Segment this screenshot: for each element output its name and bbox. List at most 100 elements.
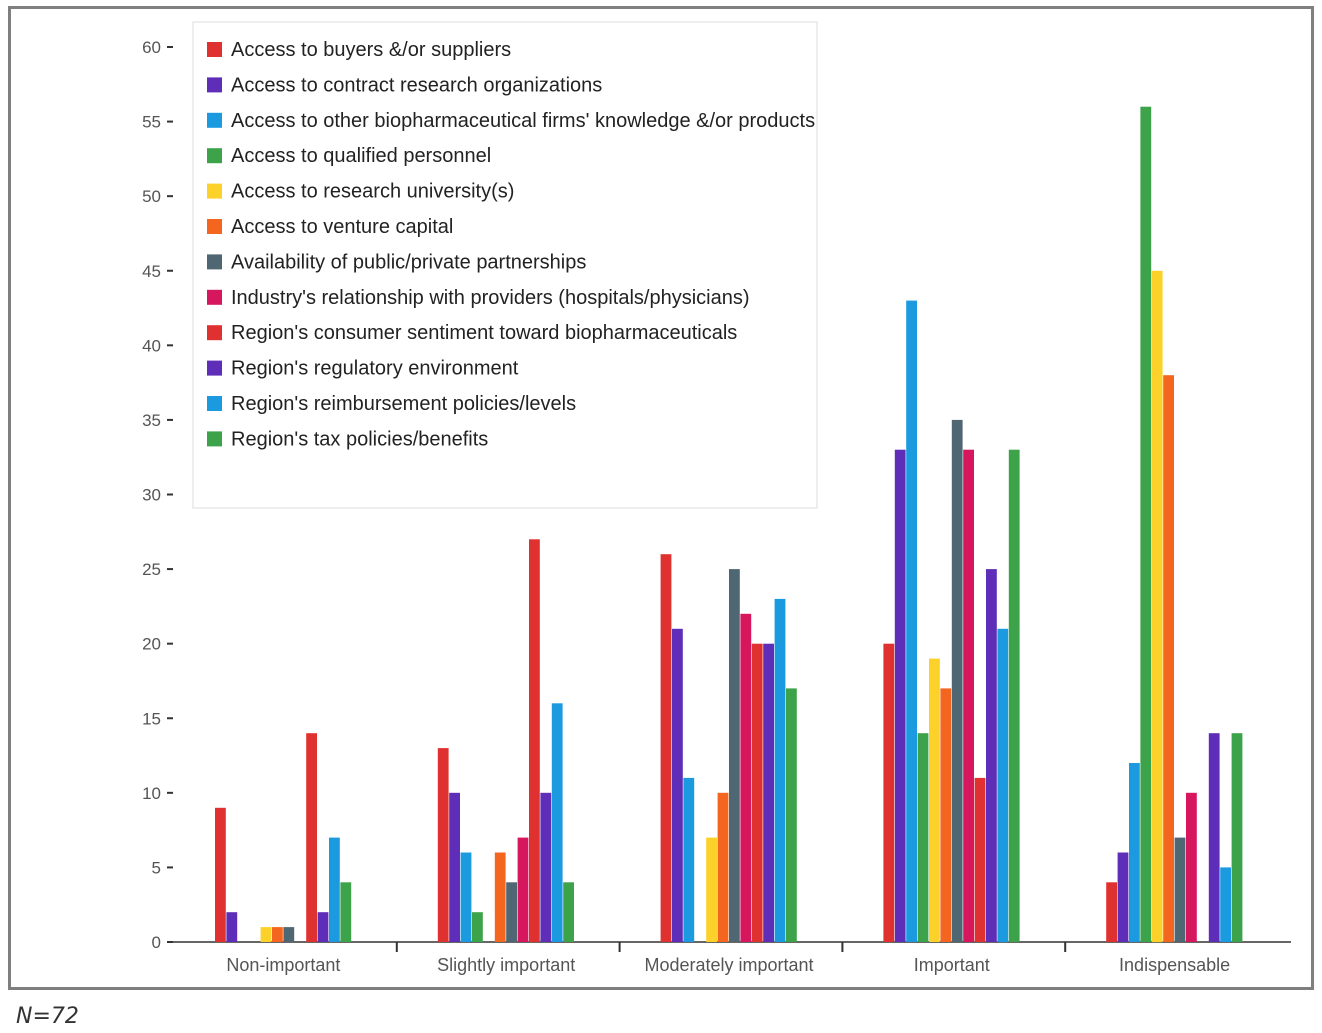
bar [729, 569, 740, 942]
legend-swatch [207, 42, 222, 57]
bar [894, 449, 906, 942]
legend-label: Region's reimbursement policies/levels [231, 393, 576, 415]
bar [215, 807, 226, 943]
y-tick-label: 15 [142, 709, 161, 728]
bar [317, 912, 329, 942]
bar [494, 852, 506, 942]
legend-label: Access to contract research organization… [231, 74, 602, 96]
bar [1163, 375, 1174, 942]
bar [997, 628, 1009, 943]
bar [1140, 106, 1152, 942]
legend-label: Industry's relationship with providers (… [231, 287, 750, 309]
legend-label: Access to research university(s) [231, 181, 514, 203]
legend-swatch [207, 254, 222, 270]
bar [272, 927, 283, 942]
bar [717, 792, 729, 942]
legend-swatch [207, 360, 222, 376]
bar [1208, 733, 1220, 942]
bar [340, 882, 352, 942]
y-tick-label: 20 [142, 635, 161, 654]
bar [763, 643, 774, 942]
bar [986, 569, 997, 942]
chart-frame: 0 5 10 15 20 25 30 35 40 45 50 55 60 Non-important Sl… [8, 6, 1314, 990]
bar [449, 792, 460, 942]
y-tick-label: 60 [142, 38, 161, 57]
bar [1231, 733, 1243, 942]
y-tick-label: 50 [142, 187, 161, 206]
y-tick-label: 10 [142, 784, 161, 803]
y-tick-label: 40 [142, 336, 161, 355]
y-tick-label: 25 [142, 560, 161, 579]
bar [774, 598, 786, 942]
bar [283, 927, 295, 942]
y-tick-label: 55 [142, 113, 161, 132]
legend-label: Access to venture capital [231, 216, 453, 238]
legend-swatch [207, 219, 222, 234]
bar [540, 792, 552, 942]
bar [329, 837, 340, 942]
legend-label: Access to buyers &/or suppliers [231, 39, 511, 61]
bar [660, 554, 672, 942]
bar [437, 748, 449, 942]
legend-swatch [207, 77, 222, 93]
bar [940, 688, 952, 942]
y-axis: 0 5 10 15 20 25 30 35 40 45 50 55 60 [142, 38, 173, 952]
bar [974, 777, 986, 942]
bar [1129, 763, 1140, 942]
y-tick-label: 30 [142, 486, 161, 505]
x-tick-label: Slightly important [437, 955, 575, 975]
bar [260, 927, 272, 942]
legend-label: Access to other biopharmaceutical firms'… [231, 110, 815, 132]
x-axis: Non-important Slightly important Moderatel… [173, 941, 1291, 975]
bar [1186, 792, 1197, 942]
bar-chart: 0 5 10 15 20 25 30 35 40 45 50 55 60 Non-important Sl… [142, 21, 1291, 975]
legend-box [192, 21, 818, 509]
bar [906, 300, 917, 943]
x-tick-label: Indispensable [1119, 955, 1230, 975]
bar [683, 777, 695, 942]
legend-swatch [207, 325, 222, 341]
bar [563, 882, 574, 942]
bar [517, 837, 529, 942]
bar [1106, 882, 1117, 942]
y-tick-label: 35 [142, 411, 161, 430]
bar [306, 733, 317, 942]
legend-swatch [207, 148, 222, 164]
x-tick-label: Non-important [226, 955, 340, 975]
bar [1008, 449, 1020, 942]
bar [786, 688, 797, 942]
bars [215, 106, 1243, 943]
bar [963, 449, 974, 942]
bar [460, 852, 472, 942]
legend-label: Region's regulatory environment [231, 358, 519, 380]
bar [1174, 837, 1186, 942]
x-tick-label: Moderately important [644, 955, 813, 975]
x-tick-label: Important [914, 955, 990, 975]
legend-swatch [207, 396, 222, 411]
bar [1220, 867, 1231, 942]
legend-swatch [207, 112, 222, 128]
bar [917, 733, 929, 942]
legend: Access to buyers &/or suppliers Access to… [192, 21, 818, 509]
bar [1151, 270, 1163, 943]
legend-label: Region's tax policies/benefits [231, 428, 488, 450]
bar [951, 419, 963, 942]
bar [751, 643, 763, 942]
y-tick-label: 5 [152, 858, 161, 877]
bar [506, 882, 517, 942]
bar [672, 628, 683, 943]
bar [929, 658, 940, 942]
bar [226, 912, 238, 942]
legend-label: Region's consumer sentiment toward bioph… [231, 322, 737, 344]
bar [740, 613, 752, 942]
legend-label: Access to qualified personnel [231, 145, 491, 167]
sample-size-note: N=72 [16, 1004, 79, 1029]
bar [1117, 852, 1129, 942]
bar [706, 837, 717, 942]
legend-swatch [207, 289, 222, 305]
bar [529, 539, 540, 943]
legend-swatch [207, 183, 222, 199]
y-tick-label: 45 [142, 262, 161, 281]
bar [551, 703, 563, 942]
bar [472, 912, 483, 942]
